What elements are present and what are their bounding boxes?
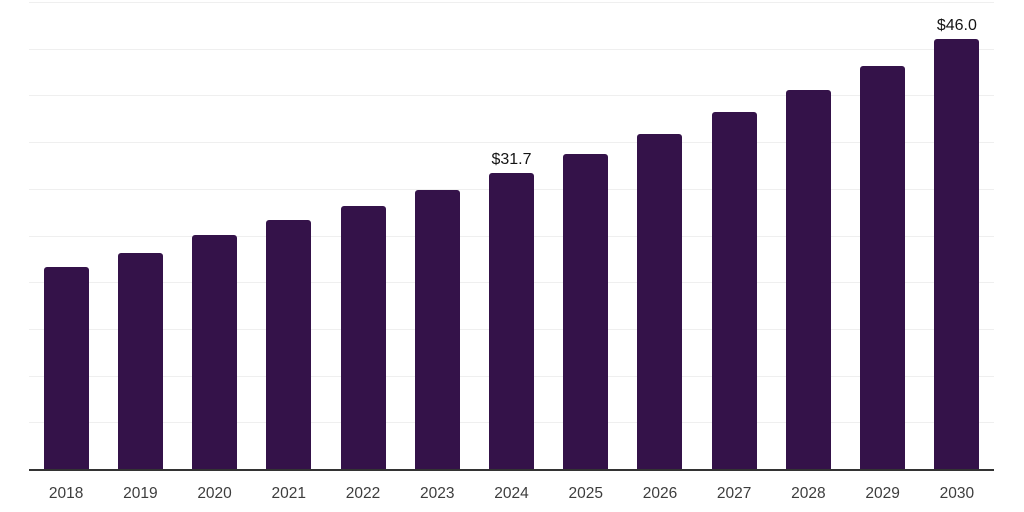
x-tick-label-2025: 2025 — [568, 485, 603, 502]
bar-2029 — [860, 65, 906, 469]
x-tick-label-2023: 2023 — [420, 485, 455, 502]
data-label-2030: $46.0 — [936, 17, 977, 35]
x-tick-label-2022: 2022 — [345, 485, 381, 502]
x-tick-label-2024: 2024 — [494, 485, 529, 502]
gridline — [29, 142, 994, 144]
bar-2026 — [637, 133, 683, 469]
x-tick-label-2026: 2026 — [642, 485, 678, 502]
bar-2019 — [117, 253, 163, 469]
x-tick-label-2027: 2027 — [716, 485, 752, 502]
gridline — [29, 2, 994, 3]
bar-2021 — [266, 219, 312, 469]
x-axis-line — [29, 469, 994, 471]
x-tick-label-2020: 2020 — [197, 485, 232, 502]
x-tick-label-2018: 2018 — [48, 485, 84, 502]
bar-2027 — [711, 112, 757, 469]
x-tick-label-2028: 2028 — [791, 485, 826, 502]
gridline — [29, 95, 994, 97]
bar-2025 — [563, 154, 609, 469]
bar-2023 — [414, 189, 460, 469]
bar-2020 — [192, 234, 238, 469]
bar-2018 — [43, 267, 89, 469]
x-tick-label-2019: 2019 — [123, 485, 158, 502]
x-tick-label-2030: 2030 — [939, 485, 975, 502]
x-tick-label-2029: 2029 — [865, 485, 900, 502]
x-tick-label-2021: 2021 — [271, 485, 307, 502]
bar-2028 — [785, 89, 831, 469]
bar-2022 — [340, 205, 386, 469]
gridline — [29, 48, 994, 50]
data-label-2024: $31.7 — [491, 150, 532, 168]
bar-2024 — [489, 172, 534, 469]
bar-2030 — [934, 39, 980, 469]
